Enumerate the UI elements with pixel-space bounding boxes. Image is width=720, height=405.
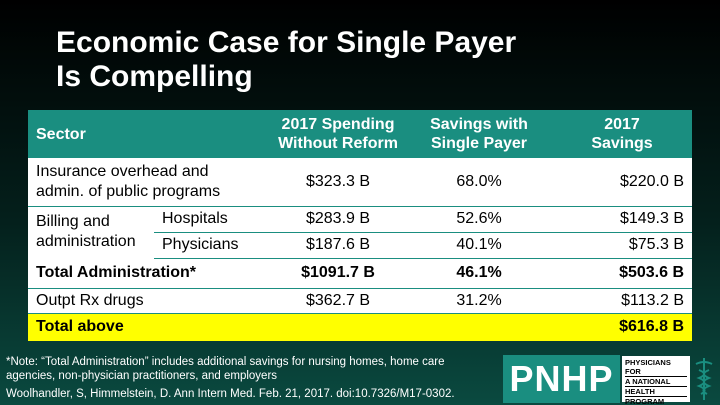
- cell-spending: [270, 313, 406, 341]
- logo-line2: A NATIONAL: [625, 377, 687, 387]
- header-savings: 2017 Savings: [552, 110, 692, 158]
- cell-spending: $283.9 B: [270, 206, 407, 233]
- table-row-outpt-rx: Outpt Rx drugs $362.7 B 31.2% $113.2 B: [28, 288, 693, 314]
- header-savings-line2: Savings: [591, 135, 653, 152]
- header-sector: Sector: [36, 125, 86, 143]
- table-row-hospitals: Billing and administration Hospitals $28…: [28, 206, 693, 250]
- citation: Woolhandler, S, Himmelstein, D. Ann Inte…: [6, 388, 455, 400]
- row-group-label: Billing and administration: [28, 206, 154, 258]
- logo-line1: PHYSICIANS FOR: [625, 358, 687, 377]
- cell-pct: [406, 313, 552, 341]
- row-label: Hospitals: [154, 206, 271, 233]
- cell-spending: $323.3 B: [270, 158, 407, 207]
- header-savings-line1: 2017: [604, 116, 640, 133]
- row-label-line1: Insurance overhead and: [36, 162, 209, 180]
- header-spending-line2: Without Reform: [278, 135, 398, 152]
- row-group-label-line1: Billing and: [36, 213, 110, 231]
- cell-savings: $75.3 B: [552, 232, 693, 259]
- caduceus-icon: [695, 358, 713, 400]
- cell-spending: $187.6 B: [270, 232, 407, 259]
- table-row-total-administration: Total Administration* $1091.7 B 46.1% $5…: [28, 258, 693, 289]
- header-savings-pct-line2: Single Payer: [430, 135, 528, 152]
- cell-pct: 52.6%: [406, 206, 553, 233]
- header-savings-pct: Savings with Single Payer: [406, 110, 552, 158]
- header-spending-line1: 2017 Spending: [281, 116, 395, 133]
- cell-savings: $113.2 B: [552, 288, 693, 314]
- table-row-insurance: Insurance overhead and admin. of public …: [28, 158, 693, 207]
- row-label: Total above: [36, 318, 124, 336]
- table-row-total-above: Total above $616.8 B: [28, 313, 693, 341]
- cell-spending: $1091.7 B: [270, 258, 407, 289]
- footnote: *Note: “Total Administration” includes a…: [6, 356, 445, 382]
- header-spending: 2017 Spending Without Reform: [270, 110, 406, 158]
- slide-title: Economic Case for Single Payer Is Compel…: [56, 26, 516, 94]
- pnhp-logo-text: PHYSICIANS FOR A NATIONAL HEALTH PROGRAM: [622, 356, 690, 405]
- cell-pct: 68.0%: [406, 158, 553, 207]
- header-savings-pct-line1: Savings with: [430, 116, 528, 133]
- cell-pct: 46.1%: [406, 258, 553, 289]
- row-label-line2: admin. of public programs: [36, 182, 221, 200]
- cell-savings: $503.6 B: [552, 258, 693, 289]
- row-label: Outpt Rx drugs: [28, 288, 271, 314]
- table-row-physicians: Physicians $187.6 B 40.1% $75.3 B: [28, 232, 693, 259]
- pnhp-logo: PNHP: [503, 355, 620, 403]
- cell-spending: $362.7 B: [270, 288, 407, 314]
- cell-pct: 40.1%: [406, 232, 553, 259]
- slide-title-line2: Is Compelling: [56, 60, 253, 93]
- cell-savings: $220.0 B: [552, 158, 693, 207]
- cell-pct: 31.2%: [406, 288, 553, 314]
- row-label: Insurance overhead and admin. of public …: [28, 158, 271, 207]
- cell-savings: $149.3 B: [552, 206, 693, 233]
- savings-table: Sector 2017 Spending Without Reform Savi…: [28, 110, 693, 341]
- cell-savings: $616.8 B: [619, 318, 685, 336]
- slide-title-line1: Economic Case for Single Payer: [56, 26, 517, 59]
- logo-line3: HEALTH: [625, 387, 687, 397]
- logo-line4: PROGRAM: [625, 397, 665, 405]
- row-group-label-line2: administration: [36, 233, 136, 251]
- row-label: Physicians: [154, 232, 271, 259]
- table-header-row: Sector 2017 Spending Without Reform Savi…: [28, 110, 693, 158]
- row-label: Total Administration*: [28, 258, 271, 289]
